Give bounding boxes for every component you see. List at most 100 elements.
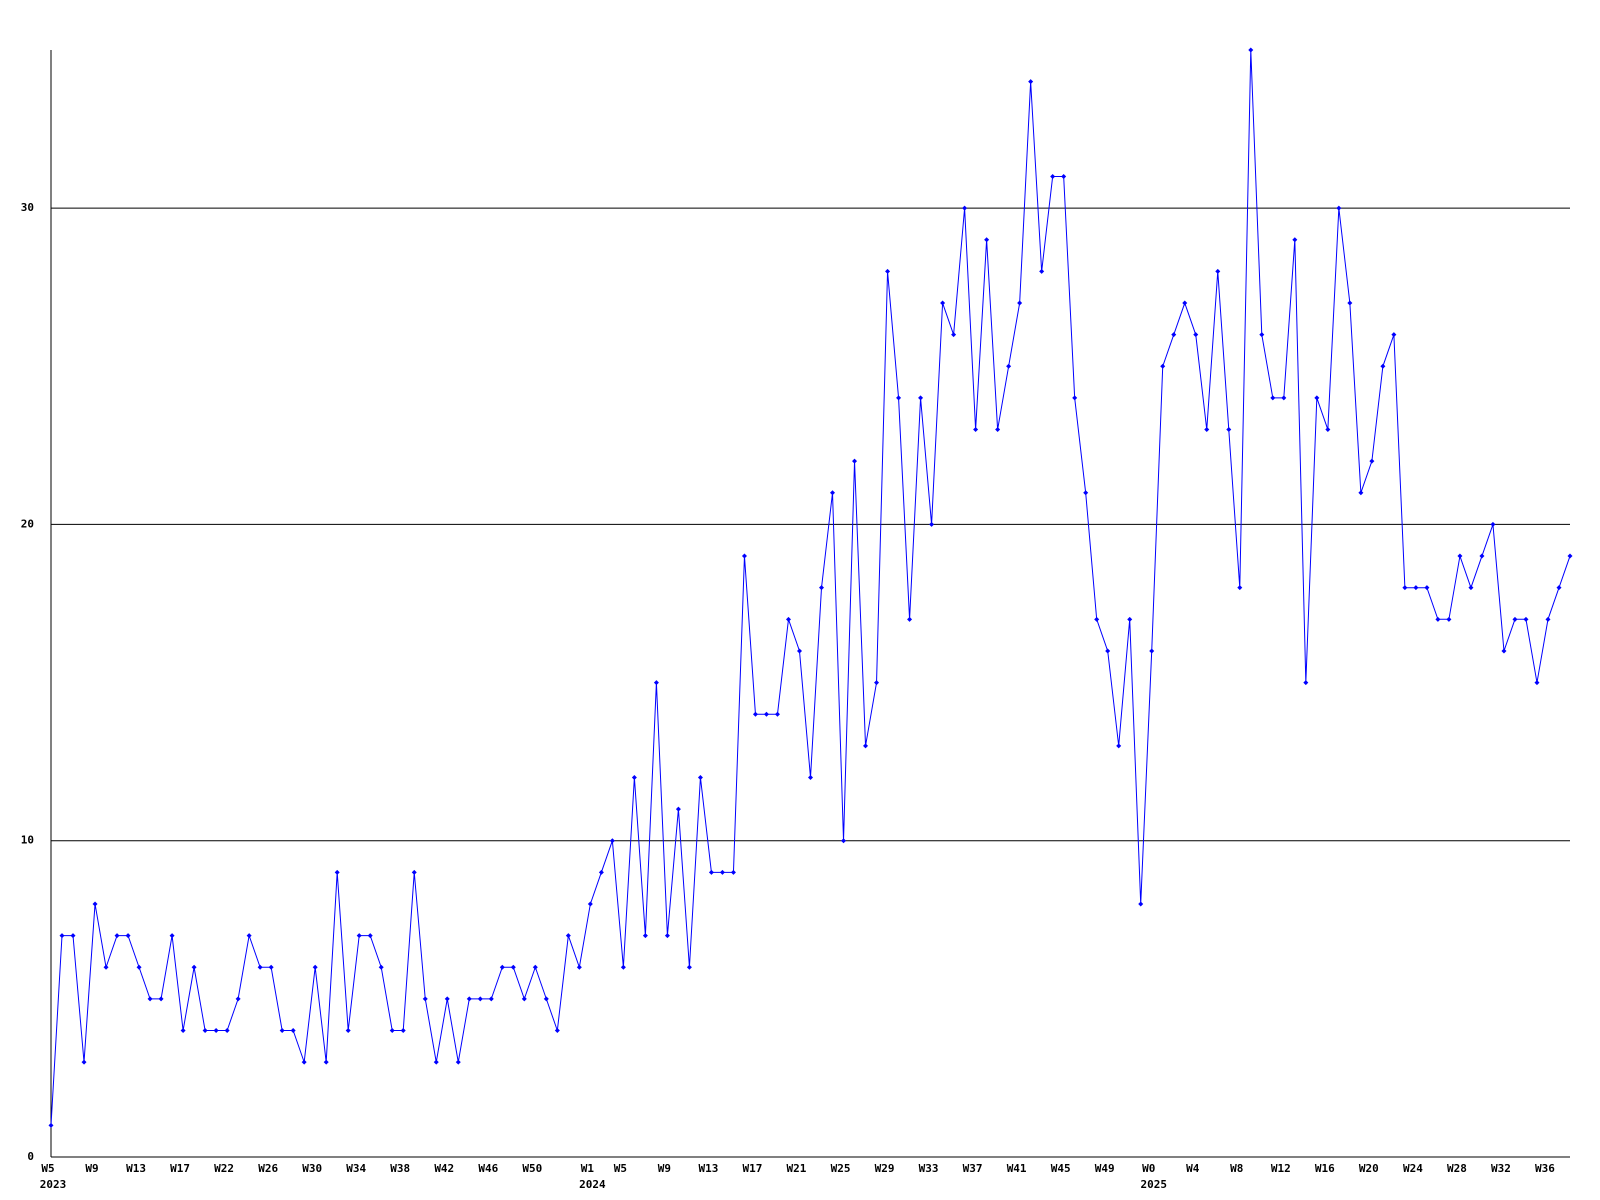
data-point (422, 996, 428, 1002)
data-point (1028, 79, 1034, 85)
data-point (1292, 237, 1298, 243)
data-point (653, 680, 659, 686)
data-point (785, 616, 791, 622)
data-point (631, 774, 637, 780)
data-point (962, 205, 968, 211)
data-point (896, 395, 902, 401)
x-tick-label: W28 (1447, 1162, 1467, 1175)
data-point (257, 964, 263, 970)
data-point (1336, 205, 1342, 211)
x-tick-label: W17 (743, 1162, 763, 1175)
data-point (808, 774, 813, 780)
data-point (532, 964, 538, 970)
data-point (620, 964, 626, 970)
data-point (114, 933, 120, 939)
data-point (1512, 616, 1518, 622)
data-point (1457, 553, 1463, 559)
data-point (103, 964, 109, 970)
data-point (929, 521, 935, 527)
data-point (984, 237, 990, 243)
data-point (356, 933, 362, 939)
x-tick-label: W24 (1403, 1162, 1423, 1175)
y-tick-label: 0 (27, 1150, 34, 1163)
data-point (1545, 616, 1551, 622)
data-point (951, 332, 957, 338)
data-point (1149, 648, 1155, 654)
data-point (543, 996, 549, 1002)
x-tick-label: W46 (478, 1162, 498, 1175)
data-point (158, 996, 164, 1002)
data-point (598, 869, 604, 875)
data-point (1017, 300, 1023, 306)
data-point (1226, 427, 1232, 433)
data-point (1259, 332, 1265, 338)
data-point (1358, 490, 1364, 496)
data-point (169, 933, 175, 939)
data-point (1105, 648, 1111, 654)
data-point (852, 458, 858, 464)
data-point (1446, 616, 1452, 622)
data-point (290, 1027, 296, 1033)
data-point (125, 933, 131, 939)
data-point (191, 964, 197, 970)
data-point (466, 996, 472, 1002)
data-point (411, 869, 417, 875)
data-point (1314, 395, 1320, 401)
x-tick-label: W4 (1186, 1162, 1200, 1175)
data-point (147, 996, 153, 1002)
data-point (554, 1027, 560, 1033)
x-tick-label: W37 (963, 1162, 983, 1175)
data-point (1248, 47, 1254, 53)
data-point (1204, 427, 1210, 433)
data-point (510, 964, 516, 970)
data-point (279, 1027, 285, 1033)
data-point (940, 300, 946, 306)
data-point (830, 490, 836, 496)
data-point (59, 933, 65, 939)
data-point (136, 964, 142, 970)
data-point (1182, 300, 1188, 306)
data-point (1413, 585, 1419, 591)
data-point (81, 1059, 87, 1065)
data-point (1006, 363, 1012, 369)
data-point (268, 964, 274, 970)
data-point (1237, 585, 1243, 591)
data-point (675, 806, 681, 812)
data-point (697, 774, 703, 780)
data-point (1380, 363, 1386, 369)
x-tick-label: W49 (1095, 1162, 1115, 1175)
data-point (202, 1027, 208, 1033)
data-point (576, 964, 582, 970)
data-point (521, 996, 527, 1002)
data-point (1072, 395, 1078, 401)
x-year-label: 2025 (1140, 1178, 1167, 1191)
data-point (565, 933, 571, 939)
data-point (180, 1027, 186, 1033)
data-point (874, 680, 880, 686)
x-tick-label: W30 (302, 1162, 322, 1175)
x-tick-label: W36 (1535, 1162, 1555, 1175)
x-tick-label: W5 (41, 1162, 54, 1175)
data-point (334, 869, 340, 875)
data-point (1094, 616, 1100, 622)
data-point (433, 1059, 439, 1065)
x-tick-label: W20 (1359, 1162, 1379, 1175)
data-point (741, 553, 747, 559)
data-point (796, 648, 802, 654)
data-point (763, 711, 769, 717)
data-point (819, 585, 825, 591)
x-tick-label: W1 (581, 1162, 595, 1175)
x-tick-label: W13 (698, 1162, 718, 1175)
data-point (587, 901, 593, 907)
data-point (708, 869, 714, 875)
data-point (323, 1059, 329, 1065)
data-point (92, 901, 98, 907)
data-point (1160, 363, 1166, 369)
x-tick-label: W33 (919, 1162, 939, 1175)
x-tick-label: W45 (1051, 1162, 1071, 1175)
data-point (1116, 743, 1122, 749)
data-point (609, 838, 615, 844)
data-point (301, 1059, 307, 1065)
data-point (224, 1027, 230, 1033)
x-tick-label: W38 (390, 1162, 410, 1175)
